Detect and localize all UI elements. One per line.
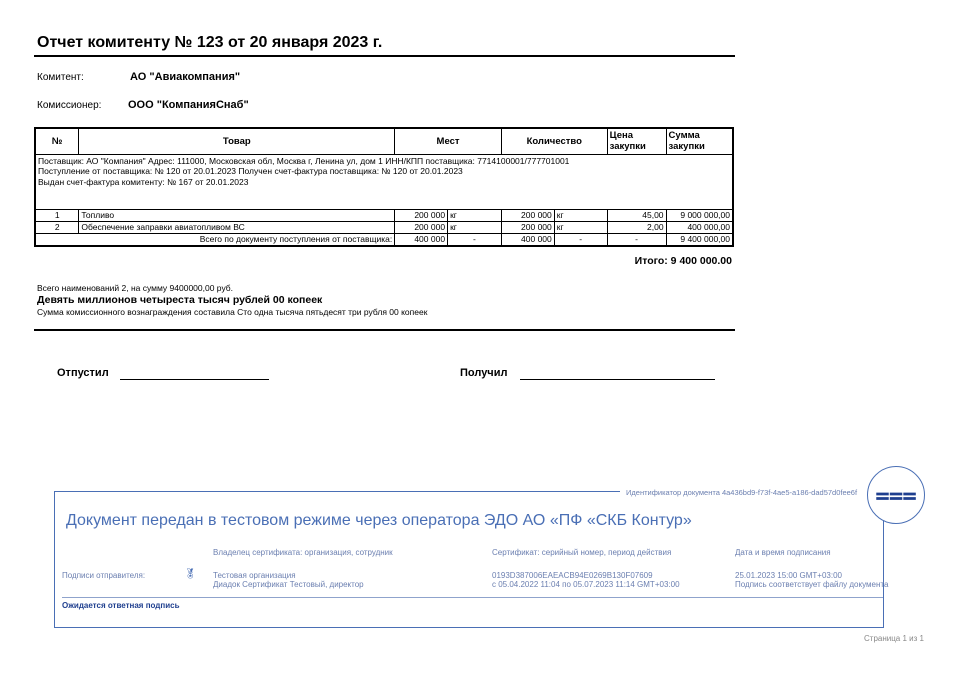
committent-value: АО "Авиакомпания" [130,71,241,83]
cell-name: Топливо [78,208,396,222]
supplier-info-row: Поставщик: АО "Компания" Адрес: 111000, … [34,153,734,210]
total-places-unit: - [447,232,502,246]
cell-sum: 400 000,00 [665,220,734,234]
total-qty-unit: - [553,232,608,246]
header-price: Цена закупки [606,127,667,155]
header-item: Товар [78,127,396,155]
cell-no: 2 [34,220,80,234]
kontur-logo-icon: ⩶ [867,466,925,524]
table-row: 1 Топливо 200 000 кг 200 000 кг 45,00 9 … [34,208,734,222]
received-signature-line [520,379,715,380]
col-owner-header: Владелец сертификата: организация, сотру… [213,548,393,557]
awaiting-signature: Ожидается ответная подпись [62,601,180,610]
cell-places: 200 000 [394,208,449,222]
page-title: Отчет комитенту № 123 от 20 января 2023 … [37,34,383,51]
edo-frame-top [54,491,620,492]
cell-name: Обеспечение заправки авиатопливом ВС [78,220,396,234]
released-label: Отпустил [57,367,109,379]
header-no: № [34,127,80,155]
cell-places-unit: кг [447,208,502,222]
cert-serial: 0193D387006EAEACB94E0269B130F07609 [492,571,653,580]
received-label: Получил [460,367,508,379]
divider [34,55,735,57]
edo-divider [62,597,883,598]
cell-qty: 200 000 [500,208,555,222]
cell-qty-unit: кг [553,220,608,234]
table-total-row: Всего по документу поступления от постав… [34,232,734,246]
cell-no: 1 [34,208,80,222]
total-label: Всего по документу поступления от постав… [34,232,396,246]
summary-count: Всего наименований 2, на сумму 9400000,0… [37,283,234,293]
col-cert-header: Сертификат: серийный номер, период дейст… [492,548,672,557]
cell-sum: 9 000 000,00 [665,208,734,222]
cell-qty-unit: кг [553,208,608,222]
owner-org: Тестовая организация [213,571,296,580]
supplier-line: Поставщик: АО "Компания" Адрес: 111000, … [38,155,570,166]
divider [34,329,735,331]
commissioner-value: ООО "КомпанияСнаб" [128,99,249,111]
total-price: - [606,232,667,246]
receipt-line: Поступление от поставщика: № 120 от 20.0… [38,166,463,176]
cell-places: 200 000 [394,220,449,234]
edo-stamp [54,491,884,628]
cell-places-unit: кг [447,220,502,234]
table-header: № Товар Мест Количество Цена закупки Сум… [34,127,734,155]
total-sum: 9 400 000,00 [665,232,734,246]
certificate-badge-icon: 🏅︎ [184,569,197,580]
table-row: 2 Обеспечение заправки авиатопливом ВС 2… [34,220,734,234]
cell-price: 45,00 [606,208,667,222]
cell-qty: 200 000 [500,220,555,234]
sign-date: 25.01.2023 15:00 GMT+03:00 [735,571,842,580]
cert-period: с 05.04.2022 11:04 по 05.07.2023 11:14 G… [492,580,680,589]
released-signature-line [120,379,269,380]
cell-price: 2,00 [606,220,667,234]
grand-total: Итого: 9 400 000.00 [634,255,732,267]
summary-commission: Сумма комиссионного вознаграждения соста… [37,307,428,317]
goods-table: № Товар Мест Количество Цена закупки Сум… [34,127,734,247]
total-qty: 400 000 [500,232,555,246]
document-id: Идентификатор документа 4a436bd9-f73f-4a… [626,488,858,497]
invoice-line: Выдан счет-фактура комитенту: № 167 от 2… [38,176,249,187]
sender-label: Подписи отправителя: [62,571,146,580]
col-date-header: Дата и время подписания [735,548,831,557]
committent-label: Комитент: [37,72,84,83]
commissioner-label: Комиссионер: [37,100,102,111]
summary-words: Девять миллионов четыреста тысяч рублей … [37,294,323,306]
sign-status: Подпись соответствует файлу документа [735,580,889,589]
total-places: 400 000 [394,232,449,246]
header-qty: Количество [500,127,608,155]
owner-person: Диадок Сертификат Тестовый, директор [213,580,364,589]
edo-heading: Документ передан в тестовом режиме через… [66,512,692,529]
page-number: Страница 1 из 1 [864,634,924,643]
header-places: Мест [394,127,502,155]
header-sum: Сумма закупки [665,127,734,155]
